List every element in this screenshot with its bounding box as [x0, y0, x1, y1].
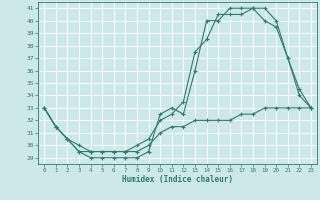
X-axis label: Humidex (Indice chaleur): Humidex (Indice chaleur)	[122, 175, 233, 184]
